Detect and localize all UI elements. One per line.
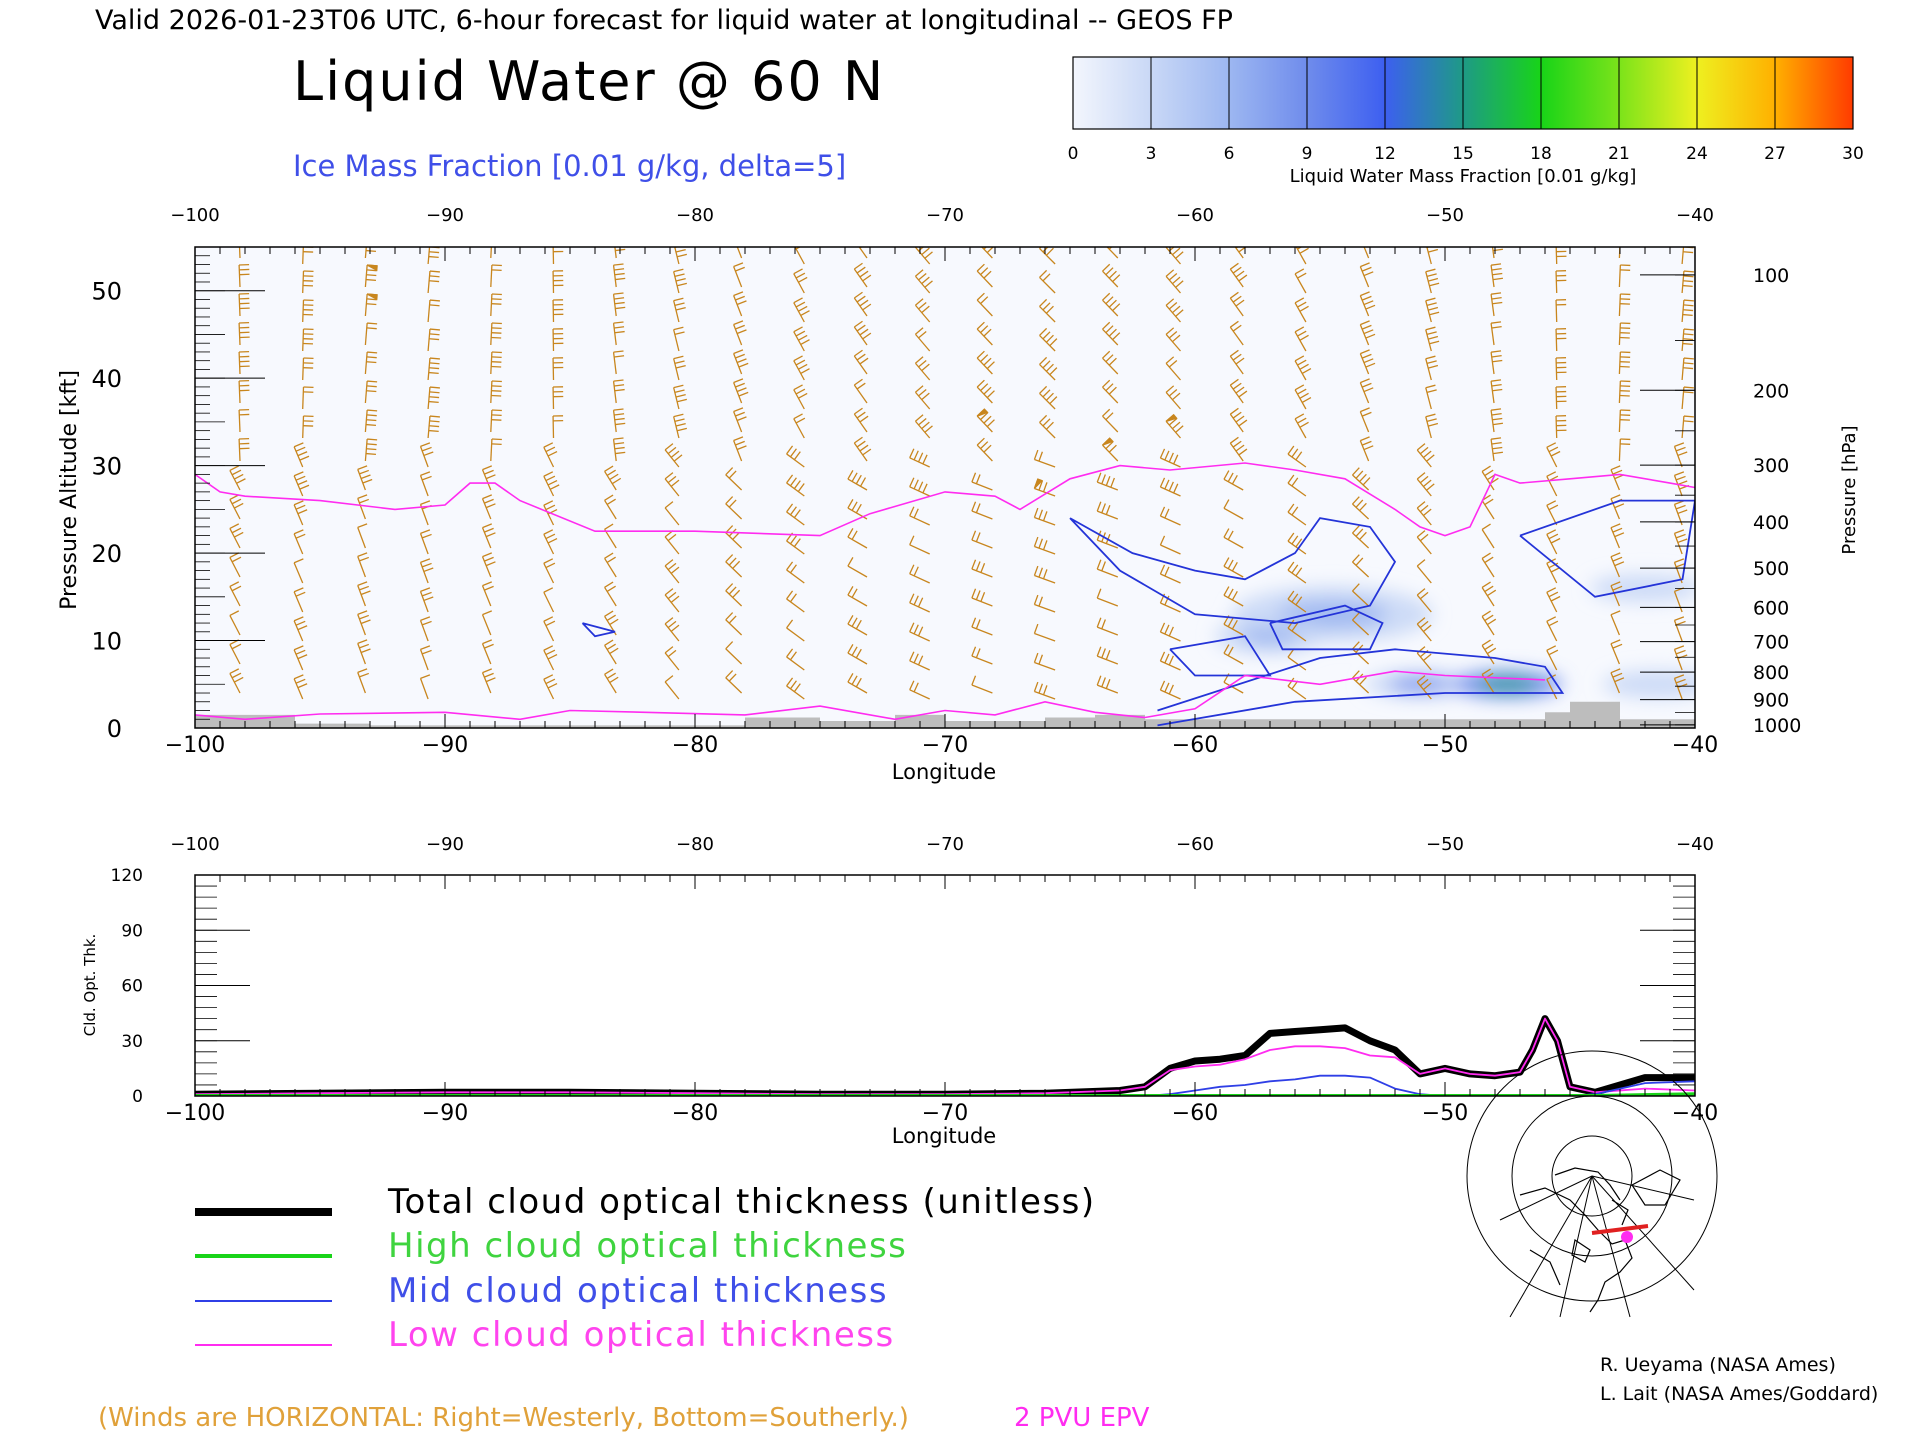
bottom-x-tick-label: −100 [165,1101,225,1126]
legend-label-low: Low cloud optical thickness [388,1315,895,1355]
colorbar-tick-label: 0 [1068,144,1079,164]
bottom-x-tick-label: −80 [672,1101,718,1126]
bottom-x-tick-label: −50 [1422,1101,1468,1126]
top-y-tick-label: 10 [91,628,122,656]
bottom-upper-x-tick-label: −60 [1176,834,1214,855]
top-y-tick-label: 30 [91,453,122,481]
top-right-tick-label: 1000 [1753,715,1801,737]
credit-line-1: R. Ueyama (NASA Ames) [1600,1354,1836,1376]
top-right-tick-label: 400 [1753,512,1789,534]
top-x-tick-label: −80 [672,733,718,758]
colorbar-tick-label: 15 [1452,144,1474,164]
top-upper-x-tick-label: −90 [426,205,464,226]
top-right-tick-label: 800 [1753,662,1789,684]
contour-label: Ice Mass Fraction [0.01 g/kg, delta=5] [293,149,846,183]
top-upper-x-tick-label: −60 [1176,205,1214,226]
colorbar-tick-label: 27 [1764,144,1786,164]
top-y-tick-label: 0 [107,715,122,743]
colorbar-tick-label: 12 [1374,144,1396,164]
top-upper-x-tick-label: −80 [676,205,714,226]
top-right-tick-label: 300 [1753,455,1789,477]
top-right-tick-label: 900 [1753,690,1789,712]
top-y-tick-label: 20 [91,540,122,568]
legend-label-mid: Mid cloud optical thickness [388,1271,888,1311]
bottom-y-tick-label: 120 [111,866,143,886]
bottom-upper-x-tick-label: −40 [1676,834,1714,855]
top-upper-x-tick-label: −100 [170,205,219,226]
top-right-tick-label: 100 [1753,265,1789,287]
credit-line-2: L. Lait (NASA Ames/Goddard) [1600,1383,1878,1405]
colorbar-label: Liquid Water Mass Fraction [0.01 g/kg] [1290,166,1637,187]
top-y-tick-label: 40 [91,365,122,393]
bottom-upper-x-tick-label: −70 [926,834,964,855]
bottom-y-tick-label: 90 [121,921,143,941]
bottom-x-tick-label: −90 [422,1101,468,1126]
top-y-axis-label: Pressure Altitude [kft] [57,370,82,610]
top-x-tick-label: −50 [1422,733,1468,758]
colorbar-tick-label: 6 [1224,144,1235,164]
legend: Total cloud optical thickness (unitless)… [195,1182,1096,1355]
top-x-tick-label: −60 [1172,733,1218,758]
bottom-y-tick-label: 0 [132,1087,143,1107]
winds-note: (Winds are HORIZONTAL: Right=Westerly, B… [98,1403,909,1433]
bottom-x-tick-label: −70 [922,1101,968,1126]
legend-label-total: Total cloud optical thickness (unitless) [387,1182,1096,1222]
top-right-tick-label: 600 [1753,597,1789,619]
top-y-tick-label: 50 [91,278,122,306]
top-panel: −100 −100 −90 −90 −80 −80 −70 −70 −60 −60 −50 −50 −4… [57,205,1860,784]
bottom-y-tick-label: 60 [121,977,143,997]
top-x-tick-label: −90 [422,733,468,758]
legend-label-high: High cloud optical thickness [388,1226,907,1266]
top-right-tick-label: 500 [1753,558,1789,580]
bottom-y-axis-label: Cld. Opt. Thk. [81,934,99,1037]
bottom-x-axis-label: Longitude [892,1124,996,1148]
pvu-label: 2 PVU EPV [1014,1403,1150,1433]
colorbar-tick-label: 9 [1302,144,1313,164]
colorbar-tick-label: 24 [1686,144,1708,164]
colorbar-tick-label: 18 [1530,144,1552,164]
bottom-plot-background [195,875,1695,1096]
top-x-tick-label: −40 [1672,733,1718,758]
colorbar-tick-label: 3 [1146,144,1157,164]
top-x-axis-label: Longitude [892,760,996,784]
colorbar-tick-label: 21 [1608,144,1630,164]
main-title: Liquid Water @ 60 N [293,50,885,113]
bottom-upper-x-tick-label: −100 [170,834,219,855]
valid-line: Valid 2026-01-23T06 UTC, 6-hour forecast… [95,5,1233,36]
bottom-upper-x-tick-label: −50 [1426,834,1464,855]
colorbar-tick-label: 30 [1842,144,1864,164]
top-right-axis-label: Pressure [hPa] [1839,425,1860,554]
bottom-y-tick-label: 30 [121,1032,143,1052]
top-upper-x-tick-label: −40 [1676,205,1714,226]
top-upper-x-tick-label: −70 [926,205,964,226]
top-upper-x-tick-label: −50 [1426,205,1464,226]
bottom-panel: −100 −100 −90 −90 −80 −80 −70 −70 −60 −60 −50 −50 −4… [81,834,1718,1148]
top-right-tick-label: 700 [1753,632,1789,654]
top-right-tick-label: 200 [1753,380,1789,402]
top-x-tick-label: −70 [922,733,968,758]
bottom-upper-x-tick-label: −90 [426,834,464,855]
top-x-tick-label: −100 [165,733,225,758]
bottom-upper-x-tick-label: −80 [676,834,714,855]
bottom-x-tick-label: −60 [1172,1101,1218,1126]
map-location-marker [1621,1231,1633,1243]
colorbar: 0 3 6 9 12 15 18 21 24 27 30 [1068,57,1864,164]
